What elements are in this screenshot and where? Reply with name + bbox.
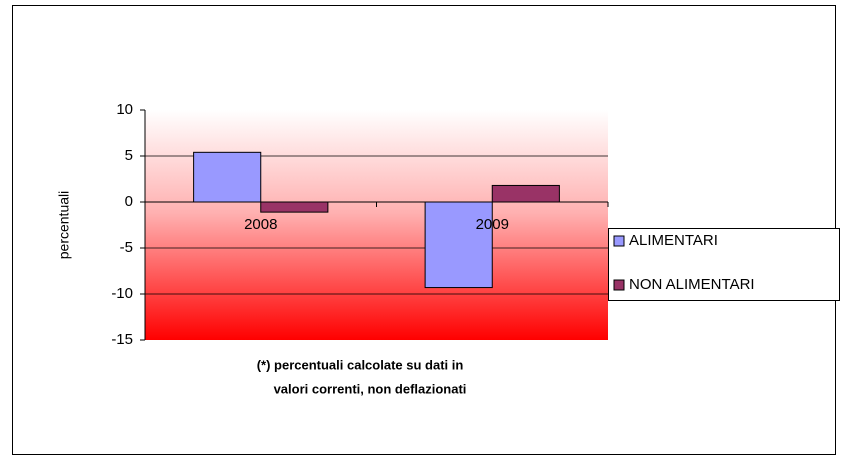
y-tick-label: 5: [125, 147, 133, 164]
x-tick-label: 2009: [476, 216, 509, 233]
plot-area: [145, 110, 608, 340]
y-axis-label: percentuali: [56, 191, 72, 260]
y-tick-label: 0: [125, 193, 133, 210]
note: (*) percentuali calcolate su dati in: [257, 357, 464, 372]
bar: [424, 201, 493, 289]
bar: [260, 201, 329, 213]
x-tick-label: 2008: [244, 216, 277, 233]
bar: [193, 151, 262, 203]
legend-label: NON ALIMENTARI: [629, 276, 755, 293]
legend-swatch: [613, 235, 625, 247]
y-tick-label: 10: [116, 101, 133, 118]
legend-label: ALIMENTARI: [629, 232, 718, 249]
y-tick-label: -5: [120, 239, 133, 256]
y-tick-label: -15: [111, 331, 133, 348]
note: valori correnti, non deflazionati: [274, 381, 467, 396]
legend-box: [608, 228, 840, 301]
bar: [491, 184, 560, 203]
legend-swatch: [613, 279, 625, 291]
y-tick-label: -10: [111, 285, 133, 302]
